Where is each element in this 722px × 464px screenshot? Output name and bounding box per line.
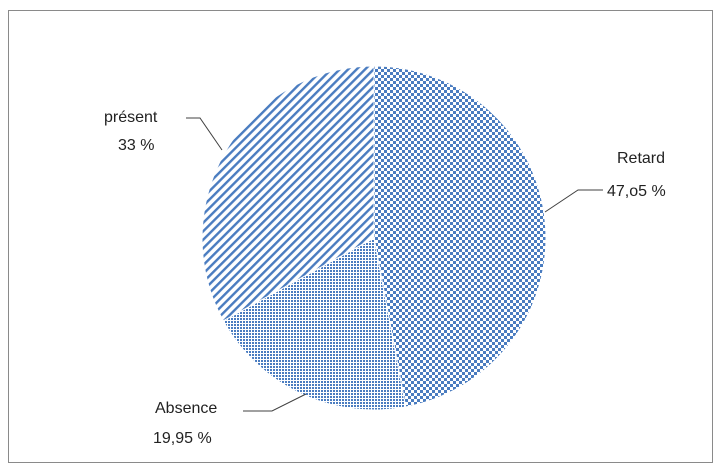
leader-line-retard — [544, 189, 603, 213]
leader-lines — [186, 117, 603, 412]
label-absence-name: Absence — [155, 400, 217, 417]
label-present-value: 33 % — [118, 137, 154, 154]
pie-slice-retard — [373, 65, 547, 408]
leader-line-present — [186, 117, 223, 151]
pie-slices — [201, 65, 547, 411]
label-retard-name: Retard — [617, 150, 665, 167]
leader-line-absence — [243, 393, 307, 412]
pie-slice-pr-sent — [201, 65, 375, 322]
pie-slice-absence — [222, 237, 407, 411]
chart-frame-border — [8, 10, 713, 463]
label-present-name: présent — [104, 109, 158, 126]
label-absence-value: 19,95 % — [153, 430, 212, 447]
label-retard-value: 47,o5 % — [607, 183, 666, 200]
